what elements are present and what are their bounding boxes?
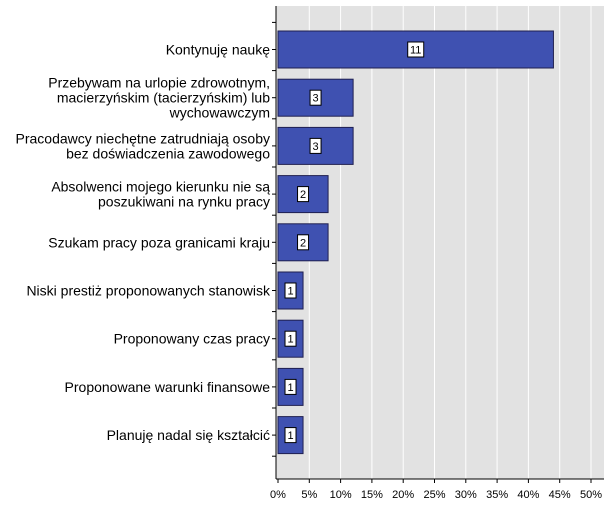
data-label-0: 11 (410, 45, 421, 57)
data-label-7: 1 (287, 382, 293, 394)
x-tick-label-10: 50% (580, 489, 602, 501)
gridlines (308, 6, 592, 479)
x-tick-label-4: 20% (392, 489, 414, 501)
x-tick-label-5: 25% (423, 489, 445, 501)
data-label-box-7 (284, 378, 297, 395)
data-label-box-5 (284, 282, 297, 299)
x-tick-label-6: 30% (455, 489, 477, 501)
data-label-8: 1 (287, 430, 293, 442)
x-tick-label-7: 35% (486, 489, 508, 501)
data-label-4: 2 (300, 237, 306, 249)
data-label-3: 2 (300, 189, 306, 201)
data-label-box-6 (284, 330, 297, 347)
category-label-2: Pracodawcy niechętne zatrudniają osoby be… (16, 130, 271, 161)
category-label-6: Proponowany czas pracy (114, 331, 270, 347)
x-tick-label-0: 0% (270, 489, 286, 501)
bars (277, 30, 554, 455)
y-axis (272, 6, 277, 479)
bar-4 (277, 223, 329, 262)
data-label-box-2 (309, 137, 322, 154)
data-label-5: 1 (287, 286, 293, 298)
category-label-8: Planuję nadal się kształcić (107, 427, 270, 443)
category-label-7: Proponowane warunki finansowe (65, 379, 271, 395)
category-label-5: Niski prestiż proponowanych stanowisk (26, 283, 271, 299)
data-label-1: 3 (312, 93, 318, 105)
data-label-box-0 (407, 41, 425, 58)
category-labels: Kontynuję naukę Przebywam na urlopie zdro… (16, 42, 271, 444)
category-label-4: Szukam pracy poza granicami kraju (48, 234, 270, 250)
category-label-3: Absolwenci mojego kierunku nie są poszuki… (51, 179, 270, 210)
category-label-1: Przebywam na urlopie zdrowotnym, macierzy… (48, 75, 270, 121)
x-tick-label-2: 10% (330, 489, 352, 501)
data-label-box-4 (297, 234, 310, 251)
data-label-6: 1 (287, 334, 293, 346)
x-tick-label-3: 15% (361, 489, 383, 501)
data-label-2: 3 (312, 141, 318, 153)
data-label-box-8 (284, 427, 297, 444)
x-tick-label-1: 5% (301, 489, 317, 501)
category-label-0: Kontynuję naukę (166, 42, 271, 58)
x-axis: 0% 5% 10% 15% 20% 25% 30% 35% 40% 45% 50% (270, 478, 604, 501)
data-label-box-1 (309, 89, 322, 106)
x-tick-label-8: 40% (517, 489, 539, 501)
x-tick-label-9: 45% (549, 489, 571, 501)
data-label-box-3 (297, 186, 310, 203)
